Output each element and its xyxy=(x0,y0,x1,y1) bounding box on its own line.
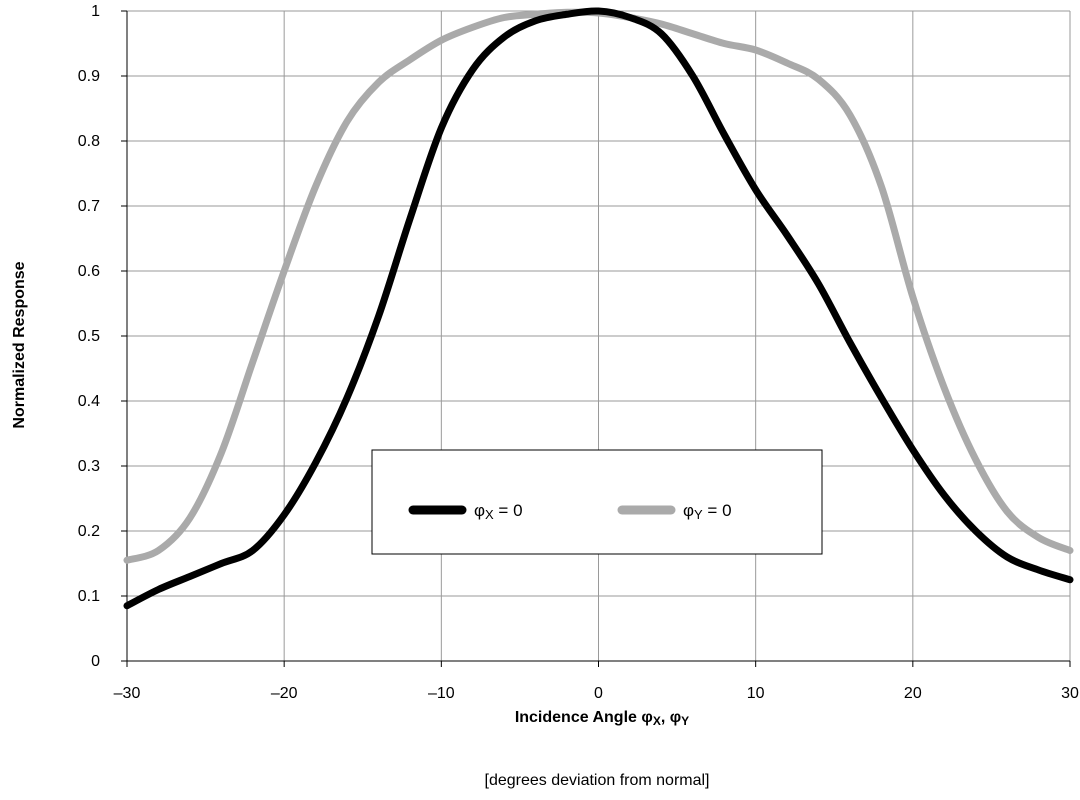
y-tick-label: 0.9 xyxy=(78,68,100,85)
legend-label-phi-x: φX = 0 xyxy=(474,501,523,522)
y-tick-label: 0.8 xyxy=(78,133,100,150)
x-axis-ticks: –30 –20 –10 0 10 20 30 xyxy=(114,661,1079,702)
y-tick-label: 0.6 xyxy=(78,263,100,280)
x-tick-label: 0 xyxy=(594,685,603,702)
y-tick-label: 0.5 xyxy=(78,328,100,345)
x-axis-title-sep: , φ xyxy=(661,709,681,726)
y-tick-label: 1 xyxy=(91,3,100,20)
x-tick-label: 30 xyxy=(1061,685,1079,702)
series-lines xyxy=(123,7,1074,610)
series-line-phi-x xyxy=(123,7,1074,610)
x-axis-title-main: Incidence Angle φ xyxy=(515,709,653,726)
x-tick-label: 10 xyxy=(747,685,765,702)
y-axis-ticks: 0 0.1 0.2 0.3 0.4 0.5 0.6 0.7 0.8 0.9 1 xyxy=(78,3,127,670)
y-tick-label: 0.7 xyxy=(78,198,100,215)
x-axis-title: Incidence Angle φX, φY xyxy=(515,709,689,728)
x-tick-label: –10 xyxy=(428,685,455,702)
axis-note: [degrees deviation from normal] xyxy=(485,772,710,789)
y-tick-label: 0.4 xyxy=(78,393,100,410)
x-tick-label: –20 xyxy=(271,685,298,702)
y-tick-label: 0 xyxy=(91,653,100,670)
y-tick-label: 0.1 xyxy=(78,588,100,605)
legend-label-phi-y: φY = 0 xyxy=(683,501,732,522)
y-tick-label: 0.2 xyxy=(78,523,100,540)
legend: φX = 0 φY = 0 xyxy=(371,449,823,555)
legend-box xyxy=(371,449,823,555)
x-axis-title-sub-y: Y xyxy=(681,714,689,728)
x-tick-label: –30 xyxy=(114,685,141,702)
x-tick-label: 20 xyxy=(904,685,922,702)
x-axis-title-sub-x: X xyxy=(653,714,661,728)
y-tick-label: 0.3 xyxy=(78,458,100,475)
y-axis-title: Normalized Response xyxy=(11,261,28,428)
